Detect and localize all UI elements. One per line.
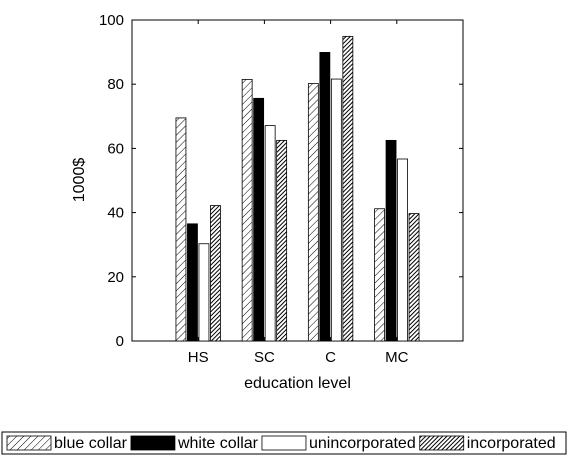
x-axis-label: education level [244,375,351,392]
bar-blue-collar-hs [175,117,187,342]
x-tick-label-mc: MC [385,349,408,366]
bar-incorporated-c [342,35,354,342]
x-tick-label-sc: SC [254,349,275,366]
legend-swatch-unincorporated [261,435,307,451]
y-tick-label: 20 [107,269,124,286]
legend-label-blue-collar: blue collar [54,435,128,452]
y-tick-label: 60 [107,140,124,157]
bar-incorporated-hs [210,205,221,342]
legend-swatch-blue-collar [6,435,52,451]
legend-swatch-incorporated [419,435,465,451]
bar-white-collar-c [319,52,331,342]
legend-label-white-collar: white collar [177,435,259,452]
legend-swatch-white-collar [130,435,176,451]
legend-label-unincorporated: unincorporated [309,435,416,452]
bar-white-collar-hs [187,223,198,342]
y-ticks: 0 20 40 60 80 100 [99,12,463,350]
bar-unincorporated-c [330,78,342,342]
bar-incorporated-sc [276,139,288,342]
x-ticks: HS SC C MC [188,20,409,366]
y-tick-label: 100 [99,12,124,29]
bar-white-collar-sc [253,97,265,342]
bar-blue-collar-c [307,83,319,342]
bar-blue-collar-mc [374,208,385,342]
y-tick-label: 40 [107,205,124,222]
y-axis-label: 1000$ [71,158,88,203]
bar-unincorporated-mc [397,158,408,342]
bar-unincorporated-hs [198,243,210,342]
bar-white-collar-mc [385,139,397,342]
x-tick-label-c: C [325,349,336,366]
x-tick-label-hs: HS [188,349,209,366]
bar-unincorporated-sc [264,125,276,342]
bar-incorporated-mc [408,213,420,342]
y-tick-label: 80 [107,76,124,93]
y-tick-label: 0 [116,333,124,350]
bar-blue-collar-sc [241,78,253,342]
legend-label-incorporated: incorporated [467,435,556,452]
bars-group [175,35,420,342]
legend: blue collar white collar unincorporated inc… [1,431,567,455]
